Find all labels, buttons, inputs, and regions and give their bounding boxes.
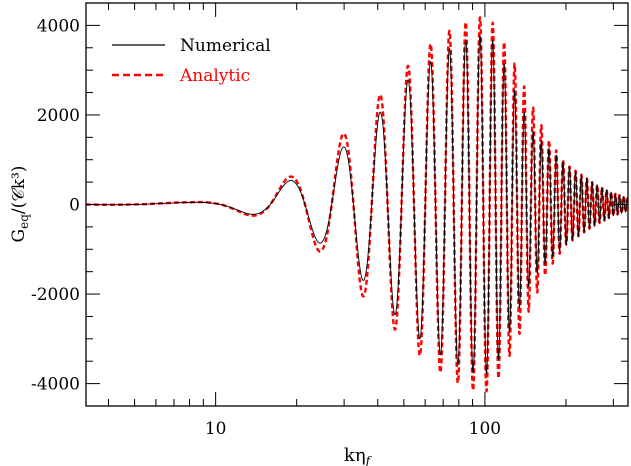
series-line-numerical — [86, 34, 628, 374]
labels-layer: 10 100 -4000 -2000 0 2000 4000 kηf Geq/(𝒞k³) — [9, 16, 501, 466]
y-tick-label: 4000 — [37, 16, 80, 36]
y-tick-label: -4000 — [31, 375, 80, 395]
plot-frame — [85, 2, 629, 407]
y-tick-label: 2000 — [37, 106, 80, 126]
y-axis-label: Geq/(𝒞k³) — [9, 166, 31, 243]
legend-label-numerical: Numerical — [180, 36, 271, 56]
series-layer — [86, 16, 628, 393]
x-axis-label: kηf — [344, 445, 373, 466]
legend: Numerical Analytic — [112, 36, 271, 86]
legend-label-analytic: Analytic — [179, 66, 250, 86]
y-tick-label: 0 — [69, 196, 80, 216]
x-tick-label: 10 — [205, 419, 227, 439]
x-tick-label: 100 — [469, 419, 501, 439]
y-tick-label: -2000 — [31, 285, 80, 305]
